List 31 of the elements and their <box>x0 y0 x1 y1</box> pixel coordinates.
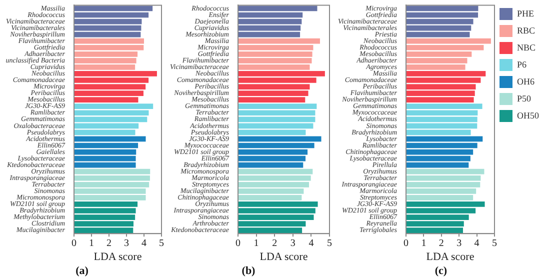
x-tick-label: 0 <box>236 238 240 250</box>
x-tick-label: 5 <box>327 238 332 250</box>
x-tick-label: 4 <box>142 238 146 250</box>
x-tick-label: 1 <box>254 238 259 250</box>
text: (b) <box>242 265 256 278</box>
legend-label: NBC <box>517 42 536 52</box>
x-tick-label: 2 <box>106 238 112 250</box>
x-tick-label: 1 <box>89 238 94 250</box>
legend-label: PHE <box>517 8 535 18</box>
x-tick-label: 4 <box>308 238 314 250</box>
x-tick-label: 3 <box>124 238 129 250</box>
x-axis-title: LDA score <box>426 251 474 264</box>
text: (a) <box>76 265 89 278</box>
x-tick-label: 3 <box>290 238 296 250</box>
x-tick-label: 1 <box>421 238 426 250</box>
x-tick-label: 2 <box>438 238 444 250</box>
x-tick-label: 0 <box>404 238 408 250</box>
x-tick-label: 3 <box>456 238 462 250</box>
legend-label: OH50 <box>517 110 540 120</box>
legend-label: P6 <box>517 59 528 70</box>
x-tick-label: 4 <box>474 238 480 250</box>
legend-label: P50 <box>517 93 532 104</box>
x-tick-label: 5 <box>159 238 164 250</box>
x-tick-label: 2 <box>272 238 278 250</box>
x-tick-label: 0 <box>72 238 76 250</box>
x-axis-title: LDA score <box>260 251 308 264</box>
legend-label: RBC <box>517 25 536 36</box>
x-axis-title: LDA score <box>94 251 142 264</box>
x-tick-label: 5 <box>492 238 497 250</box>
legend-label: OH6 <box>517 76 535 86</box>
text: (c) <box>434 265 448 278</box>
